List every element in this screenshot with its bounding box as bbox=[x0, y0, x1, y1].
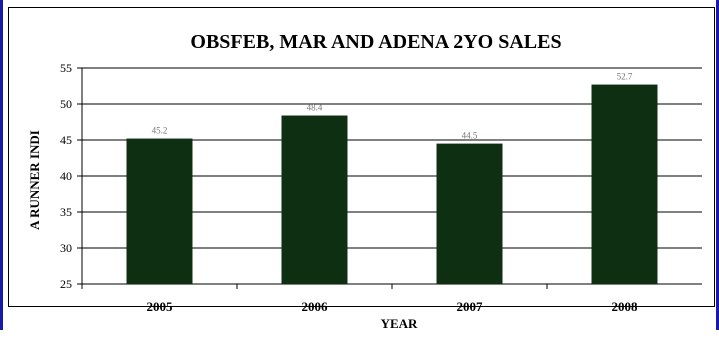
y-tick-label: 25 bbox=[60, 277, 72, 291]
data-labels: 45.2 48.4 44.5 52.7 bbox=[152, 72, 633, 141]
bar bbox=[436, 143, 503, 284]
x-tick-label: 2007 bbox=[457, 299, 484, 314]
bar bbox=[281, 115, 348, 285]
y-axis-label: A RUNNER INDI bbox=[27, 130, 42, 230]
chart-area: OBSFEB, MAR AND ADENA 2YO SALES 25 30 35 40… bbox=[8, 7, 715, 331]
x-axis-label: YEAR bbox=[381, 316, 418, 331]
x-tick-label: 2008 bbox=[612, 299, 639, 314]
bar bbox=[591, 84, 658, 284]
y-tick-label: 50 bbox=[60, 97, 72, 111]
data-label: 48.4 bbox=[307, 103, 323, 113]
y-tick-label: 40 bbox=[60, 169, 72, 183]
data-label: 44.5 bbox=[462, 131, 478, 141]
y-tick-label: 55 bbox=[60, 61, 72, 75]
bar-chart: OBSFEB, MAR AND ADENA 2YO SALES 25 30 35 40… bbox=[27, 31, 702, 331]
y-axis-ticks: 25 30 35 40 45 50 55 bbox=[60, 61, 72, 291]
y-tick-label: 35 bbox=[60, 205, 72, 219]
y-tick-label: 30 bbox=[60, 241, 72, 255]
data-label: 52.7 bbox=[617, 72, 633, 82]
bars bbox=[126, 84, 658, 285]
x-tick-label: 2006 bbox=[302, 299, 329, 314]
bar bbox=[126, 138, 193, 284]
chart-frame: OBSFEB, MAR AND ADENA 2YO SALES 25 30 35 40… bbox=[0, 0, 719, 331]
data-label: 45.2 bbox=[152, 126, 168, 136]
x-axis-ticks: 2005 2006 2007 2008 bbox=[81, 284, 639, 314]
x-tick-label: 2005 bbox=[147, 299, 174, 314]
y-tick-label: 45 bbox=[60, 133, 72, 147]
chart-title: OBSFEB, MAR AND ADENA 2YO SALES bbox=[190, 31, 561, 53]
